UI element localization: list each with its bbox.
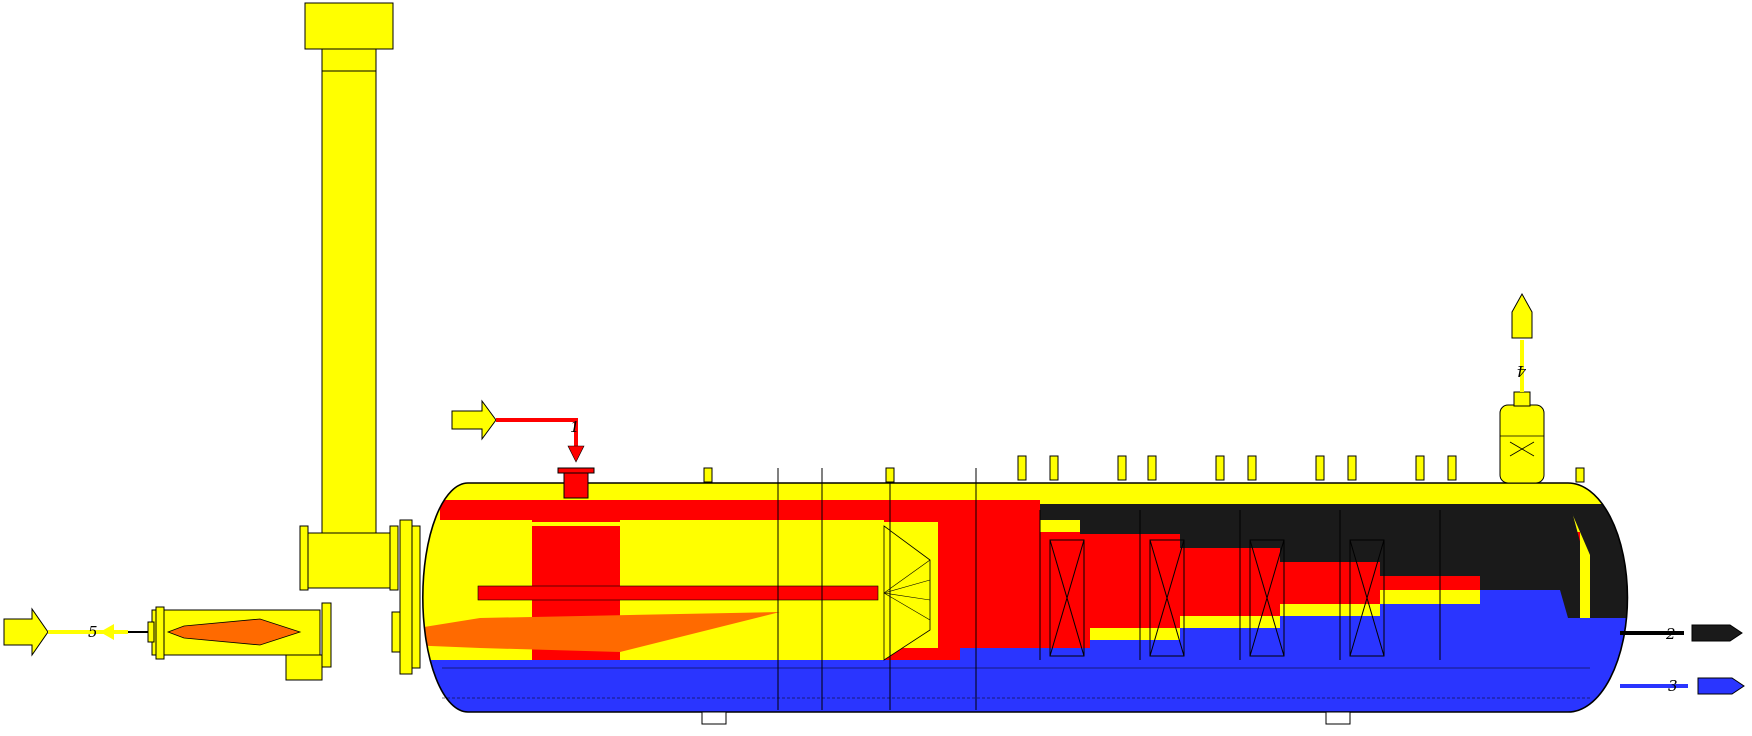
internal-baffles bbox=[777, 468, 1441, 710]
gas-dome bbox=[1499, 391, 1545, 484]
burner-inlet-assembly bbox=[128, 519, 421, 681]
vessel-supports bbox=[701, 711, 1351, 725]
water-layer bbox=[422, 660, 1628, 712]
label-outlet-gas: 4 bbox=[1516, 362, 1527, 380]
label-outlet-water: 3 bbox=[1668, 677, 1678, 695]
oil-outlet-arrow bbox=[1691, 624, 1743, 642]
water-outlet: 3 bbox=[1620, 677, 1745, 695]
oil-outlet: 2 bbox=[1620, 624, 1743, 643]
separator-vessel bbox=[422, 482, 1629, 713]
emulsion-inlet: 1 bbox=[451, 399, 585, 463]
burner-flame-cone bbox=[166, 618, 302, 646]
gas-outlet: 4 bbox=[1511, 292, 1533, 392]
fuel-inlet: 5 bbox=[3, 607, 128, 657]
label-outlet-oil: 2 bbox=[1665, 625, 1676, 643]
chimney-stack bbox=[299, 2, 399, 591]
emulsion-inlet-arrowhead bbox=[567, 445, 585, 463]
flame bbox=[422, 612, 780, 652]
emulsion-inlet-arrow bbox=[451, 399, 497, 441]
top-nozzles bbox=[557, 455, 1585, 499]
label-inlet-fuel: 5 bbox=[88, 623, 98, 641]
fuel-inlet-arrow bbox=[3, 607, 49, 657]
water-outlet-arrow bbox=[1697, 677, 1745, 695]
oil-layer bbox=[1040, 504, 1588, 618]
gas-outlet-arrow bbox=[1511, 292, 1533, 339]
label-inlet-oil: 1 bbox=[570, 418, 580, 436]
